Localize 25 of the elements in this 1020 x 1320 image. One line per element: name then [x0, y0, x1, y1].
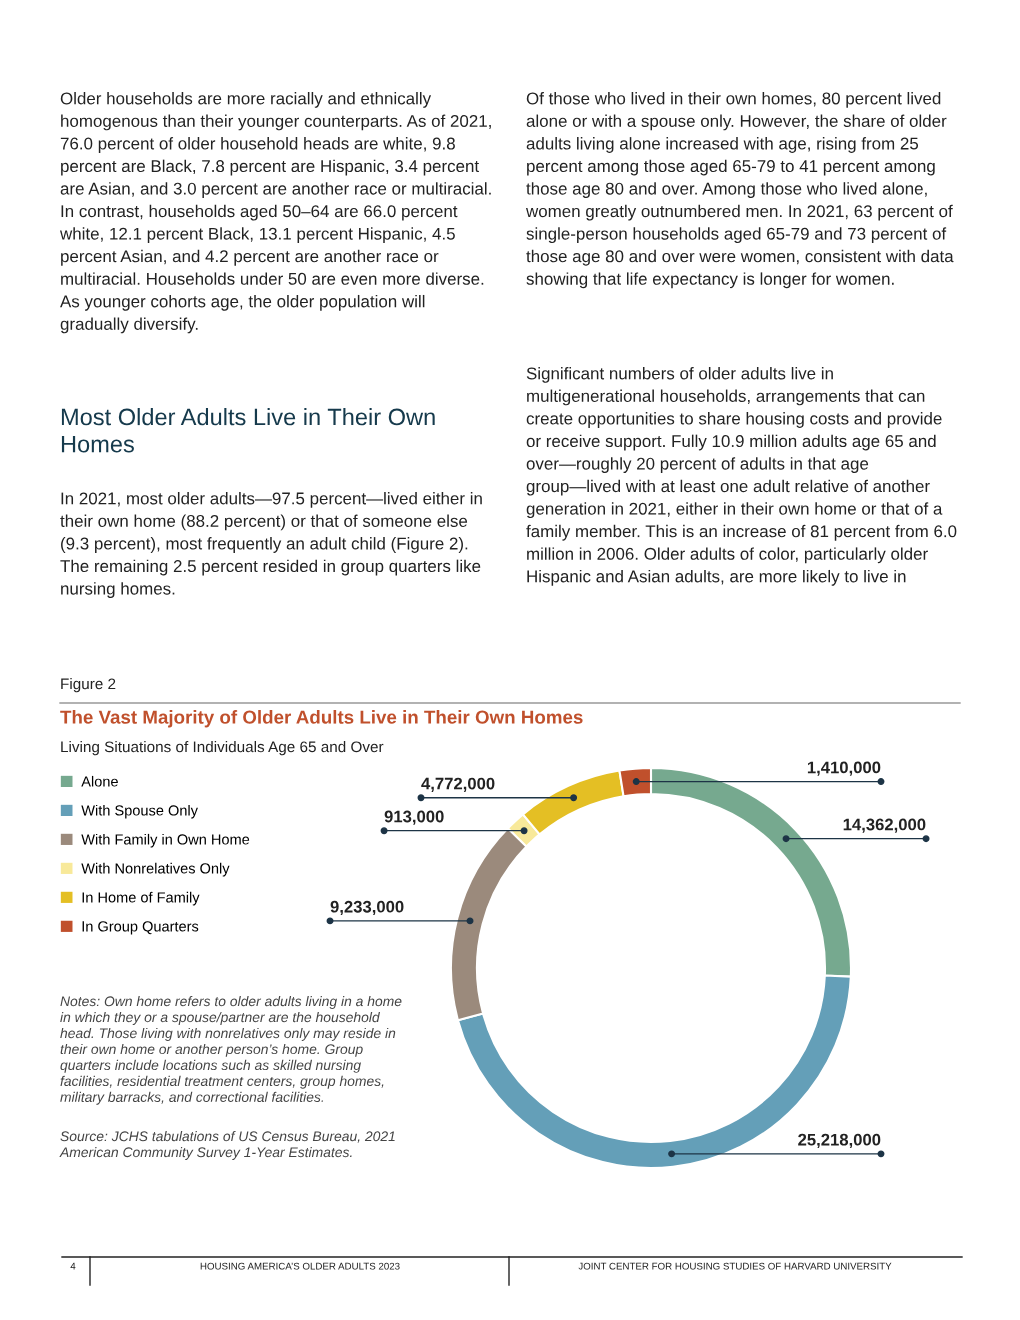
chart-subtitle: Living Situations of Individuals Age 65 and Over — [61, 741, 384, 756]
legend-label: In Group Quarters — [82, 921, 199, 935]
legend-label: With Family in Own Home — [81, 833, 250, 848]
legend-label: With Nonrelatives Only — [81, 862, 230, 877]
text: Of those who lived in their own homes, 80 percent lived alone or with a spouse only. However, the share of older adults living alone increased with age, rising from 25 percent among those aged 65-79 to 41 percent among those age 80 and over. Among those who lived alone, women greatly outnumbered men. In 2021, 63 percent of single-person households aged 65-79 and 73 percent of those age 80 and over were women, consistent with data showing that life expectancy is longer for women. — [525, 92, 954, 289]
data-label: 25,218,000 — [798, 1133, 881, 1148]
legend-label: In Home of Family — [82, 891, 200, 906]
legend-label: Alone — [81, 775, 118, 787]
data-label: 14,362,000 — [843, 818, 926, 833]
chart-title: The Vast Majority of Older Adults Live in Their Own Homes — [60, 710, 583, 728]
text: Most Older Adults Live in Their Own Homes — [61, 408, 435, 453]
data-label: 913,000 — [384, 810, 444, 825]
text: HOUSING AMERICA’S OLDER ADULTS 2023 — [200, 1262, 400, 1270]
text: In 2021, most older adults—97.5 percent—lived either in their own home (88.2 percent) or that of someone else (9.3 percent), most frequently an adult child (Figure 2). The remaining 2.5 percent resided in group quarters like nursing homes. — [60, 492, 482, 598]
source-note: Source: JCHS tabulations of US Census Bureau, 2021 American Community Survey 1-Year Estimates. — [59, 1131, 395, 1160]
text: Significant numbers of older adults live in multigenerational households, arrangements that can create opportunities to share housing costs and provide or receive support. Fully 10.9 million adults age 65 and over—roughly 20 percent of adults in that age group—lived with at least one adult relative of another generation in 2021, either in their own home or that of a family member. This is an increase of 81 percent from 6.0 million in 2006. Older adults of color, particularly older Hispanic and Asian adults, are more likely to live in — [526, 367, 957, 586]
text: JOINT CENTER FOR HOUSING STUDIES OF HARVARD UNIVERSITY — [578, 1262, 892, 1270]
data-label: 4,772,000 — [421, 777, 495, 792]
text: 4 — [70, 1262, 76, 1270]
data-label: 1,410,000 — [807, 761, 881, 776]
text: Notes: Own home refers to older adults living in a home in which they or a spouse/partner are the household head. Those living with nonrelatives only may reside in their own home or another person’s home. Group quarters include locations such as skilled nursing facilities, residential treatment centers, group homes, military barracks, and correctional facilities. — [60, 996, 402, 1105]
legend-label: With Spouse Only — [81, 804, 198, 819]
text: Older households are more racially and ethnically homogenous than their younger counterparts. As of 2021, 76.0 percent of older household heads are white, 9.8 percent are Black, 7.8 percent are Hispanic, 3.4 percent are Asian, and 3.0 percent are another race or multiracial. In contrast, households aged 50–64 are 66.0 percent white, 12.1 percent Black, 13.1 percent Hispanic, 4.5 percent Asian, and 4.2 percent are another race or multiracial. Households under 50 are even more diverse. As younger cohorts age, the older population will gradually diversify. — [59, 92, 491, 334]
data-label: 9,233,000 — [330, 900, 404, 916]
caption: Figure 2 — [61, 678, 116, 693]
